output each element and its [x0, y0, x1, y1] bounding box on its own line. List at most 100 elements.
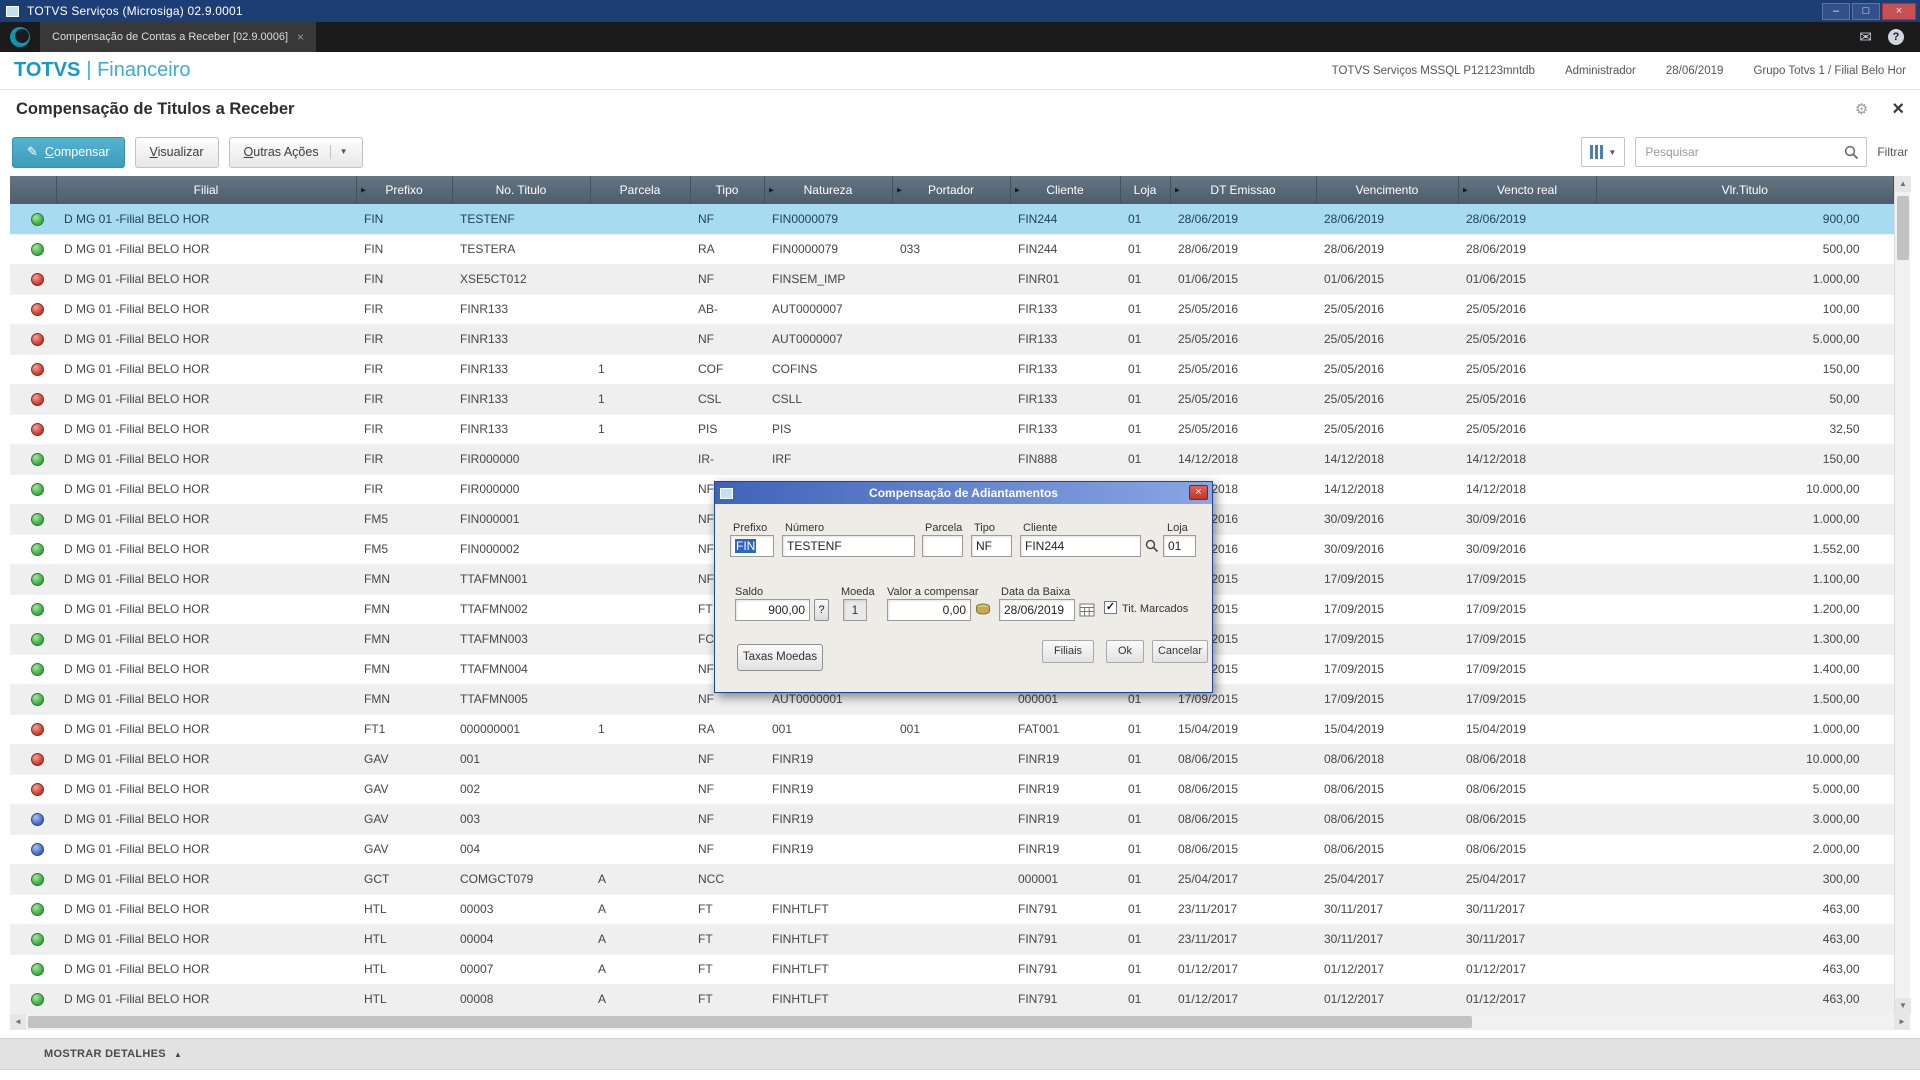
prefixo-field[interactable]: FIN [730, 535, 774, 557]
calendar-icon[interactable] [1079, 602, 1095, 617]
parcela-field[interactable] [922, 535, 963, 557]
tipo-field[interactable]: NF [971, 535, 1012, 557]
saldo-help-button[interactable]: ? [814, 599, 829, 621]
table-row[interactable]: D MG 01 -Filial BELO HOR FIR FINR133 1 COF CO… [10, 354, 1894, 385]
dialog-titlebar[interactable]: Compensação de Adiantamentos × [715, 482, 1212, 504]
table-row[interactable]: D MG 01 -Filial BELO HOR GAV 002 NF FINR19 FI… [10, 774, 1894, 805]
moeda-field[interactable]: 1 [843, 599, 867, 621]
column-header-dt-emissao[interactable]: ► DT Emissao [1170, 176, 1317, 204]
column-header-vlr-titulo[interactable]: Vlr.Titulo [1596, 176, 1894, 204]
cell-tipo: FT [690, 984, 764, 1014]
mail-icon[interactable]: ✉ [1859, 29, 1872, 46]
table-row[interactable]: D MG 01 -Filial BELO HOR FIR FINR133 1 CSL CS… [10, 384, 1894, 415]
cell-no-titulo: TTAFMN005 [452, 684, 590, 715]
column-header-status[interactable] [10, 176, 57, 204]
status-green-icon [30, 483, 44, 497]
column-header-tipo[interactable]: Tipo [690, 176, 765, 204]
column-group-arrow-icon[interactable]: ► [767, 185, 776, 195]
valor-compensar-field[interactable]: 0,00 [887, 599, 971, 621]
table-row[interactable]: D MG 01 -Filial BELO HOR HTL 00003 A FT FINHT… [10, 894, 1894, 925]
table-row[interactable]: D MG 01 -Filial BELO HOR FIN XSE5CT012 NF FI… [10, 264, 1894, 295]
data-baixa-field[interactable]: 28/06/2019 [999, 599, 1075, 621]
column-header-parcela[interactable]: Parcela [590, 176, 691, 204]
help-icon[interactable]: ? [1888, 29, 1904, 45]
table-row[interactable]: D MG 01 -Filial BELO HOR GAV 001 NF FINR19 FI… [10, 744, 1894, 775]
tab-close-icon[interactable]: × [297, 30, 305, 44]
saldo-field[interactable]: 900,00 [735, 599, 810, 621]
table-row[interactable]: D MG 01 -Filial BELO HOR FIN TESTENF NF FIN0… [10, 204, 1894, 235]
gear-icon[interactable]: ⚙ [1854, 101, 1869, 118]
numero-field[interactable]: TESTENF [782, 535, 915, 557]
cancelar-button[interactable]: Cancelar [1152, 640, 1208, 663]
table-row[interactable]: D MG 01 -Filial BELO HOR FIR FINR133 1 PIS PI… [10, 414, 1894, 445]
cell-parcela [590, 654, 690, 685]
column-group-arrow-icon[interactable]: ► [895, 185, 904, 195]
column-header-no-titulo[interactable]: No. Titulo [452, 176, 591, 204]
table-row[interactable]: D MG 01 -Filial BELO HOR GAV 003 NF FINR19 FI… [10, 804, 1894, 835]
table-row[interactable]: D MG 01 -Filial BELO HOR FIN TESTERA RA FIN0… [10, 234, 1894, 265]
cell-filial: D MG 01 -Filial BELO HOR [56, 204, 356, 235]
table-row[interactable]: D MG 01 -Filial BELO HOR HTL 00004 A FT FINHT… [10, 924, 1894, 955]
maximize-button[interactable]: □ [1852, 2, 1880, 20]
table-row[interactable]: D MG 01 -Filial BELO HOR FIR FINR133 AB- AUT… [10, 294, 1894, 325]
search-icon[interactable] [1844, 145, 1859, 160]
table-row[interactable]: D MG 01 -Filial BELO HOR FIR FINR133 NF AUT0… [10, 324, 1894, 355]
table-row[interactable]: D MG 01 -Filial BELO HOR HTL 00007 A FT FINHT… [10, 954, 1894, 985]
cliente-field[interactable]: FIN244 [1020, 535, 1141, 557]
scroll-left-icon[interactable]: ◄ [10, 1014, 26, 1030]
table-row[interactable]: D MG 01 -Filial BELO HOR GCT COMGCT079 A NCC… [10, 864, 1894, 895]
cliente-lookup-icon[interactable] [1145, 539, 1159, 553]
table-row[interactable]: D MG 01 -Filial BELO HOR FIR FIR000000 IR- I… [10, 444, 1894, 475]
cell-vencimento: 01/06/2015 [1316, 264, 1458, 295]
status-green-icon [30, 453, 44, 467]
column-group-arrow-icon[interactable]: ► [359, 185, 368, 195]
vertical-scroll-thumb[interactable] [1897, 196, 1909, 260]
vertical-scrollbar[interactable]: ▲ ▼ [1894, 176, 1911, 1014]
cell-vlr-titulo: 32,50 [1596, 414, 1894, 445]
table-row[interactable]: D MG 01 -Filial BELO HOR FT1 000000001 1 RA 0… [10, 714, 1894, 745]
dialog-close-button[interactable]: × [1189, 485, 1208, 500]
data-baixa-label: Data da Baixa [1001, 586, 1071, 598]
column-group-arrow-icon[interactable]: ► [1461, 185, 1470, 195]
outras-acoes-button[interactable]: Outras Ações ▼ [228, 136, 363, 168]
taxas-moedas-button[interactable]: Taxas Moedas [737, 644, 823, 671]
minimize-button[interactable]: – [1822, 2, 1850, 20]
column-header-loja[interactable]: Loja [1120, 176, 1171, 204]
loja-field[interactable]: 01 [1163, 535, 1196, 557]
compensar-button[interactable]: ✎ Compensar [12, 136, 125, 168]
table-row[interactable]: D MG 01 -Filial BELO HOR FMN TTAFMN005 NF AU… [10, 684, 1894, 715]
search-input[interactable] [1636, 138, 1867, 166]
cell-parcela: 1 [590, 354, 690, 385]
horizontal-scrollbar[interactable]: ◄ ► [10, 1014, 1910, 1030]
filtrar-link[interactable]: Filtrar [1877, 145, 1908, 159]
coins-icon[interactable] [975, 603, 991, 616]
column-header-vencto-real[interactable]: ► Vencto real [1458, 176, 1597, 204]
table-row[interactable]: D MG 01 -Filial BELO HOR GAV 004 NF FINR19 FI… [10, 834, 1894, 865]
tab-compensacao-contas-receber[interactable]: Compensação de Contas a Receber [02.9.00… [40, 22, 317, 52]
column-header-filial[interactable]: Filial [56, 176, 357, 204]
tit-marcados-checkbox[interactable]: ✓ [1104, 601, 1117, 614]
column-header-vencimento[interactable]: Vencimento [1316, 176, 1459, 204]
cell-cliente: FINR01 [1010, 264, 1120, 295]
column-group-arrow-icon[interactable]: ► [1013, 185, 1022, 195]
column-header-cliente[interactable]: ► Cliente [1010, 176, 1121, 204]
column-group-arrow-icon[interactable]: ► [1173, 185, 1182, 195]
ok-button[interactable]: Ok [1106, 640, 1144, 663]
visualizar-button[interactable]: Visualizar [134, 136, 219, 168]
table-row[interactable]: D MG 01 -Filial BELO HOR HTL 00008 A FT FINHT… [10, 984, 1894, 1014]
cell-natureza: FIN0000079 [764, 204, 892, 235]
cell-dt-emissao: 25/05/2016 [1170, 414, 1316, 445]
scroll-up-icon[interactable]: ▲ [1895, 176, 1911, 192]
show-details-bar[interactable]: MOSTRAR DETALHES ▲ [0, 1038, 1920, 1070]
column-chooser-button[interactable]: ▼ [1581, 137, 1626, 167]
scroll-right-icon[interactable]: ► [1894, 1014, 1910, 1030]
page-close-icon[interactable]: × [1892, 98, 1904, 120]
column-header-natureza[interactable]: ► Natureza [764, 176, 893, 204]
scroll-down-icon[interactable]: ▼ [1895, 998, 1911, 1014]
column-header-portador[interactable]: ► Portador [892, 176, 1011, 204]
horizontal-scroll-thumb[interactable] [28, 1016, 1472, 1028]
cell-filial: D MG 01 -Filial BELO HOR [56, 384, 356, 415]
column-header-prefixo[interactable]: ► Prefixo [356, 176, 453, 204]
filiais-button[interactable]: Filiais [1042, 640, 1094, 663]
window-close-button[interactable]: × [1882, 2, 1916, 20]
